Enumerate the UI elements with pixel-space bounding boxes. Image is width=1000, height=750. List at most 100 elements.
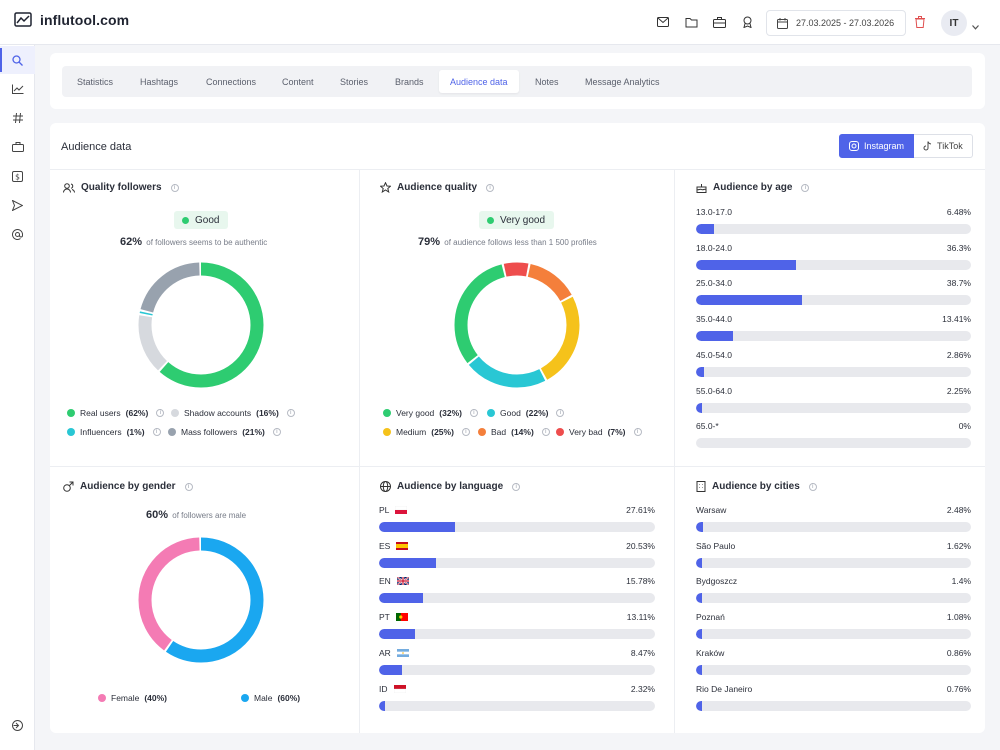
tiktok-label: TikTok bbox=[937, 141, 963, 151]
bar-value: 38.7% bbox=[946, 278, 971, 289]
audience-quality-slice-3[interactable] bbox=[454, 262, 580, 388]
bar-track bbox=[696, 700, 971, 711]
tab-brands[interactable]: Brands bbox=[395, 76, 424, 87]
bar-fill bbox=[696, 629, 703, 640]
bar-track bbox=[696, 402, 971, 413]
info-icon[interactable]: i bbox=[461, 428, 470, 436]
info-icon[interactable]: i bbox=[541, 428, 550, 436]
bar-row: 35.0-44.0 13.41% bbox=[696, 314, 971, 344]
legend-value: (16%) bbox=[256, 408, 279, 418]
bar-track bbox=[696, 224, 971, 234]
audience-language-label: Audience by language bbox=[397, 481, 504, 492]
sidebar-item-search[interactable] bbox=[0, 46, 35, 74]
tab-audience-data[interactable]: Audience data bbox=[439, 70, 519, 93]
tab-stories[interactable]: Stories bbox=[340, 76, 369, 87]
audience-quality-slice-2[interactable] bbox=[454, 262, 580, 388]
at-icon bbox=[12, 228, 23, 240]
audience-gender-slice-1[interactable] bbox=[138, 537, 264, 663]
bar-label-text: 35.0-44.0 bbox=[696, 314, 732, 325]
audience-quality-caption: 79% of audience follows less than 1 500 … bbox=[418, 236, 597, 248]
legend-label: Very bad bbox=[569, 427, 603, 437]
divider bbox=[359, 170, 360, 733]
legend-medium: Medium (25%) i bbox=[383, 427, 470, 437]
sidebar-item-statistics[interactable] bbox=[0, 75, 35, 103]
cities-bar-list: Warsaw 2.48% São Paulo 1.62% Bydgoszcz 1.4% Po… bbox=[696, 505, 971, 725]
info-icon[interactable]: i bbox=[801, 183, 810, 192]
quality-followers-slice-1[interactable] bbox=[138, 262, 264, 388]
info-icon[interactable]: i bbox=[469, 409, 478, 417]
tab-connections[interactable]: Connections bbox=[206, 76, 257, 87]
sidebar-item-pricing[interactable]: $ bbox=[0, 162, 35, 190]
info-icon[interactable]: i bbox=[152, 428, 161, 436]
date-range-picker[interactable]: 27.03.2025 - 27.03.2026 bbox=[766, 10, 906, 36]
instagram-icon bbox=[849, 141, 859, 151]
bar-row: 45.0-54.0 2.86% bbox=[696, 350, 971, 380]
search-icon bbox=[12, 54, 23, 66]
tab-message-analytics[interactable]: Message Analytics bbox=[585, 76, 660, 87]
bar-fill bbox=[696, 664, 703, 675]
legend-dot bbox=[171, 409, 179, 417]
sidebar-item-brands[interactable] bbox=[0, 133, 35, 161]
legend-dot bbox=[383, 428, 391, 436]
audience-quality-slice-4[interactable] bbox=[454, 262, 580, 388]
info-icon[interactable]: i bbox=[633, 428, 642, 436]
tiktok-button[interactable]: TikTok bbox=[914, 134, 973, 158]
bar-row: 13.0-17.0 6.48% bbox=[696, 207, 971, 237]
bar-track bbox=[379, 557, 655, 568]
info-icon[interactable]: i bbox=[556, 409, 565, 417]
sidebar-item-hashtags[interactable] bbox=[0, 104, 35, 132]
bar-track bbox=[696, 366, 971, 377]
bar-label: Poznań bbox=[696, 612, 725, 622]
tab-notes[interactable]: Notes bbox=[535, 76, 559, 87]
bar-row: 18.0-24.0 36.3% bbox=[696, 243, 971, 273]
briefcase-icon[interactable] bbox=[711, 14, 727, 30]
tab-content[interactable]: Content bbox=[282, 76, 314, 87]
legend-value: (1%) bbox=[126, 427, 145, 437]
audience-quality-title: Audience quality i bbox=[380, 182, 495, 193]
bar-row: Rio De Janeiro 0.76% bbox=[696, 684, 971, 714]
sidebar-item-mentions[interactable] bbox=[0, 220, 35, 248]
bar-label-text: 65.0-* bbox=[696, 421, 719, 432]
logo[interactable]: influtool.com bbox=[14, 12, 129, 28]
award-icon[interactable] bbox=[739, 14, 755, 30]
mail-icon[interactable] bbox=[655, 14, 671, 30]
sidebar-item-logout[interactable] bbox=[0, 711, 35, 739]
legend-value: (32%) bbox=[439, 408, 462, 418]
info-icon[interactable]: i bbox=[486, 183, 495, 192]
bar-label-text: São Paulo bbox=[696, 540, 736, 551]
bar-label: 45.0-54.0 bbox=[696, 350, 732, 360]
folder-icon[interactable] bbox=[683, 14, 699, 30]
info-icon[interactable]: i bbox=[512, 482, 521, 491]
avatar[interactable]: IT bbox=[941, 10, 967, 36]
bar-row: Warsaw 2.48% bbox=[696, 505, 971, 535]
tab-statistics[interactable]: Statistics bbox=[77, 76, 114, 87]
quality-followers-slice-0[interactable] bbox=[138, 262, 264, 388]
info-icon[interactable]: i bbox=[286, 409, 295, 417]
trash-icon[interactable] bbox=[912, 14, 928, 30]
audience-gender-slice-0[interactable] bbox=[138, 537, 264, 663]
bar-label-text: 55.0-64.0 bbox=[696, 385, 732, 396]
sidebar: $ bbox=[0, 45, 35, 750]
age-bar-list: 13.0-17.0 6.48% 18.0-24.0 36.3% 25.0-34.0 38.… bbox=[696, 207, 971, 457]
audience-quality-slice-1[interactable] bbox=[454, 262, 580, 388]
quality-followers-badge: Good bbox=[174, 211, 229, 229]
chevron-down-icon[interactable] bbox=[972, 17, 979, 35]
bar-label: ID bbox=[379, 684, 406, 694]
audience-gender-label: Audience by gender bbox=[80, 481, 176, 492]
bar-fill bbox=[696, 700, 703, 711]
sidebar-item-messages[interactable] bbox=[0, 191, 35, 219]
info-icon[interactable]: i bbox=[184, 482, 193, 491]
bar-track bbox=[379, 700, 655, 711]
bar-fill bbox=[696, 224, 714, 234]
legend-dot bbox=[487, 409, 495, 417]
info-icon[interactable]: i bbox=[156, 409, 165, 417]
bar-track bbox=[379, 664, 655, 675]
legend-dot bbox=[168, 428, 176, 436]
instagram-button[interactable]: Instagram bbox=[839, 134, 915, 158]
tab-hashtags[interactable]: Hashtags bbox=[140, 76, 179, 87]
info-icon[interactable]: i bbox=[808, 482, 817, 491]
bar-row: PL 27.61% bbox=[379, 505, 655, 535]
bar-label: PL bbox=[379, 505, 408, 515]
info-icon[interactable]: i bbox=[272, 428, 281, 436]
info-icon[interactable]: i bbox=[170, 183, 179, 192]
